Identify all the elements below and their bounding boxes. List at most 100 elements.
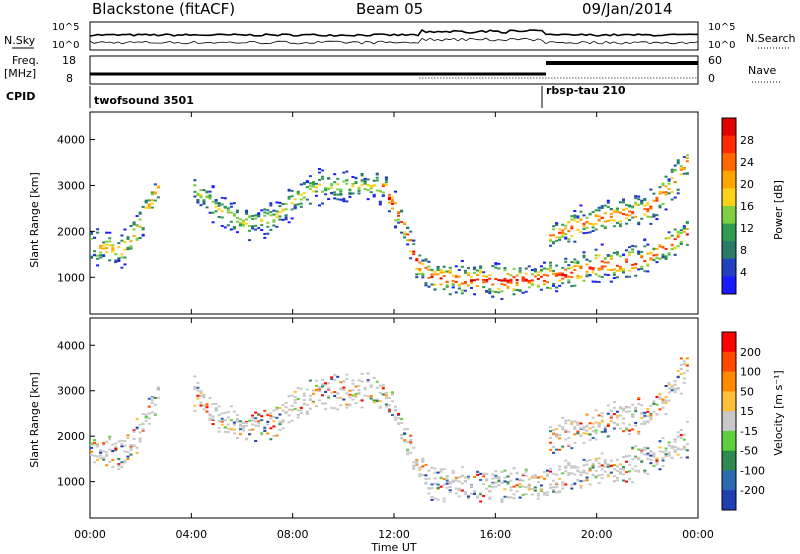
range-cell (466, 475, 470, 478)
range-cell (549, 269, 553, 272)
range-cell (144, 199, 148, 202)
range-cell (549, 426, 553, 429)
range-cell (318, 399, 321, 402)
range-cell (685, 363, 689, 366)
range-cell (442, 497, 446, 500)
colorbar-tick-label: 16 (740, 200, 754, 213)
colorbar-swatch (722, 391, 736, 412)
range-cell (600, 267, 604, 270)
range-cell (412, 250, 416, 253)
range-cell (558, 468, 562, 471)
range-cell (226, 427, 230, 430)
range-cell (664, 454, 668, 457)
range-cell (612, 251, 616, 254)
range-cell (664, 395, 668, 398)
range-cell (275, 406, 279, 409)
range-cell (573, 465, 577, 468)
range-cell (643, 414, 647, 417)
range-cell (582, 426, 586, 429)
range-cell (539, 288, 543, 291)
range-cell (120, 445, 124, 448)
range-cell (394, 416, 397, 419)
range-cell (570, 225, 574, 228)
range-cell (482, 472, 486, 475)
range-cell (390, 391, 394, 394)
range-cell (202, 404, 206, 407)
range-cell (664, 257, 668, 260)
range-cell (196, 193, 200, 196)
range-cell (612, 480, 616, 483)
range-cell (372, 184, 376, 187)
range-cell (470, 492, 473, 495)
range-cell (299, 183, 303, 186)
range-cell (229, 405, 233, 408)
range-cell (573, 214, 577, 217)
range-cell (558, 424, 562, 427)
range-cell (433, 288, 437, 291)
range-cell (427, 487, 431, 490)
range-cell (400, 437, 404, 440)
range-cell (479, 478, 483, 481)
range-cell (679, 448, 683, 451)
range-cell (685, 456, 689, 459)
range-cell (415, 257, 419, 260)
range-cell (625, 471, 629, 474)
range-cell (497, 476, 501, 479)
range-cell (99, 451, 103, 454)
range-cell (567, 444, 571, 447)
range-cell (640, 412, 644, 415)
range-cell (132, 444, 136, 447)
range-cell (339, 404, 343, 407)
range-cell (515, 484, 519, 487)
colorbar-swatch (722, 188, 736, 207)
range-cell (482, 475, 486, 478)
range-cell (579, 231, 583, 234)
range-cell (552, 479, 556, 482)
nsky-tick-bottom: 10^0 (52, 40, 79, 51)
range-cell (618, 467, 622, 470)
range-cell (685, 243, 689, 246)
range-cell (284, 406, 288, 409)
range-cell (594, 222, 598, 225)
range-cell (673, 169, 677, 172)
range-cell (618, 220, 622, 223)
range-cell (378, 384, 382, 387)
range-cell (549, 470, 553, 473)
range-cell (424, 284, 428, 287)
range-cell (658, 190, 662, 193)
range-cell (387, 196, 391, 199)
range-cell (375, 398, 379, 401)
range-cell (99, 256, 103, 259)
range-cell (661, 457, 665, 460)
range-cell (418, 466, 422, 469)
range-cell (321, 169, 325, 172)
range-cell (591, 267, 595, 270)
range-cell (533, 275, 537, 278)
range-cell (570, 447, 574, 450)
range-cell (290, 408, 294, 411)
range-cell (193, 195, 197, 198)
range-cell (430, 273, 434, 276)
range-cell (460, 475, 464, 478)
range-cell (235, 209, 239, 212)
range-cell (284, 402, 288, 405)
range-cell (205, 206, 209, 209)
range-cell (515, 471, 519, 474)
range-cell (622, 213, 625, 216)
range-cell (591, 229, 595, 232)
range-cell (615, 423, 619, 426)
range-cell (588, 422, 592, 425)
range-cell (576, 423, 580, 426)
range-cell (123, 248, 127, 251)
range-cell (491, 290, 495, 293)
range-cell (366, 183, 370, 186)
range-cell (272, 415, 276, 418)
range-cell (564, 483, 568, 486)
range-cell (314, 388, 318, 391)
range-cell (111, 250, 115, 253)
range-cell (570, 271, 574, 274)
range-cell (661, 245, 665, 248)
range-cell (387, 193, 391, 196)
range-cell (311, 401, 315, 404)
range-cell (637, 198, 641, 201)
